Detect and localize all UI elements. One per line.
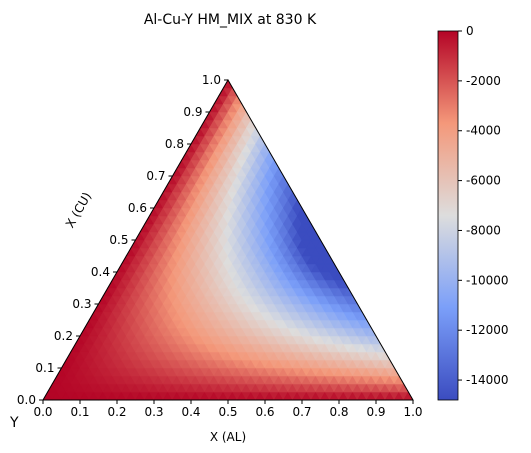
x-tick-label: 0.8 (329, 405, 348, 419)
x-tick-label: 0.9 (366, 405, 385, 419)
x-axis-ticks: 0.0 0.1 0.2 0.3 0.4 0.5 0.6 0.7 0.8 0.9 1.0 (33, 400, 423, 419)
colorbar (437, 30, 459, 401)
y-tick-label: 0.3 (72, 297, 91, 311)
colorbar-ticks: 0 -2000 -4000 -6000 -8000 -10000 -12000 -14000 (458, 24, 509, 387)
x-tick-label: 0.6 (255, 405, 274, 419)
colorbar-tick-label: 0 (466, 24, 474, 38)
colorbar-tick-label: -12000 (466, 323, 509, 337)
x-tick-label: 0.7 (292, 405, 311, 419)
x-tick-label: 0.2 (107, 405, 126, 419)
colorbar-tick-label: -14000 (466, 373, 509, 387)
corner-label-y: Y (9, 415, 19, 431)
colorbar-tick-label: -10000 (466, 273, 509, 287)
x-tick-label: 1.0 (403, 405, 422, 419)
colorbar-tick-label: -6000 (466, 174, 501, 188)
x-tick-label: 0.4 (181, 405, 200, 419)
x-tick-label: 0.0 (33, 405, 52, 419)
y-axis-ticks: 0.0 0.1 0.2 0.3 0.4 0.5 0.6 0.7 0.8 0.9 1.0 (17, 73, 228, 407)
y-tick-label: 0.8 (165, 137, 184, 151)
y-tick-label: 0.4 (91, 265, 110, 279)
x-tick-label: 0.1 (70, 405, 89, 419)
y-tick-label: 0.2 (54, 329, 73, 343)
x-tick-label: 0.5 (218, 405, 237, 419)
colorbar-tick-label: -2000 (466, 74, 501, 88)
y-tick-label: 0.9 (183, 105, 202, 119)
y-tick-label: 0.7 (146, 169, 165, 183)
heatmap-cell (222, 79, 234, 89)
y-tick-label: 1.0 (202, 73, 221, 87)
heatmap-cells (42, 79, 414, 401)
colorbar-tick-label: -4000 (466, 124, 501, 138)
x-axis-label: X (AL) (210, 430, 246, 444)
x-tick-label: 0.3 (144, 405, 163, 419)
y-tick-label: 0.0 (17, 393, 36, 407)
y-axis-label: X (CU) (63, 190, 94, 230)
y-tick-label: 0.5 (109, 233, 128, 247)
chart-title: Al-Cu-Y HM_MIX at 830 K (144, 12, 317, 28)
y-tick-label: 0.1 (35, 361, 54, 375)
y-tick-label: 0.6 (128, 201, 147, 215)
colorbar-tick-label: -8000 (466, 223, 501, 237)
